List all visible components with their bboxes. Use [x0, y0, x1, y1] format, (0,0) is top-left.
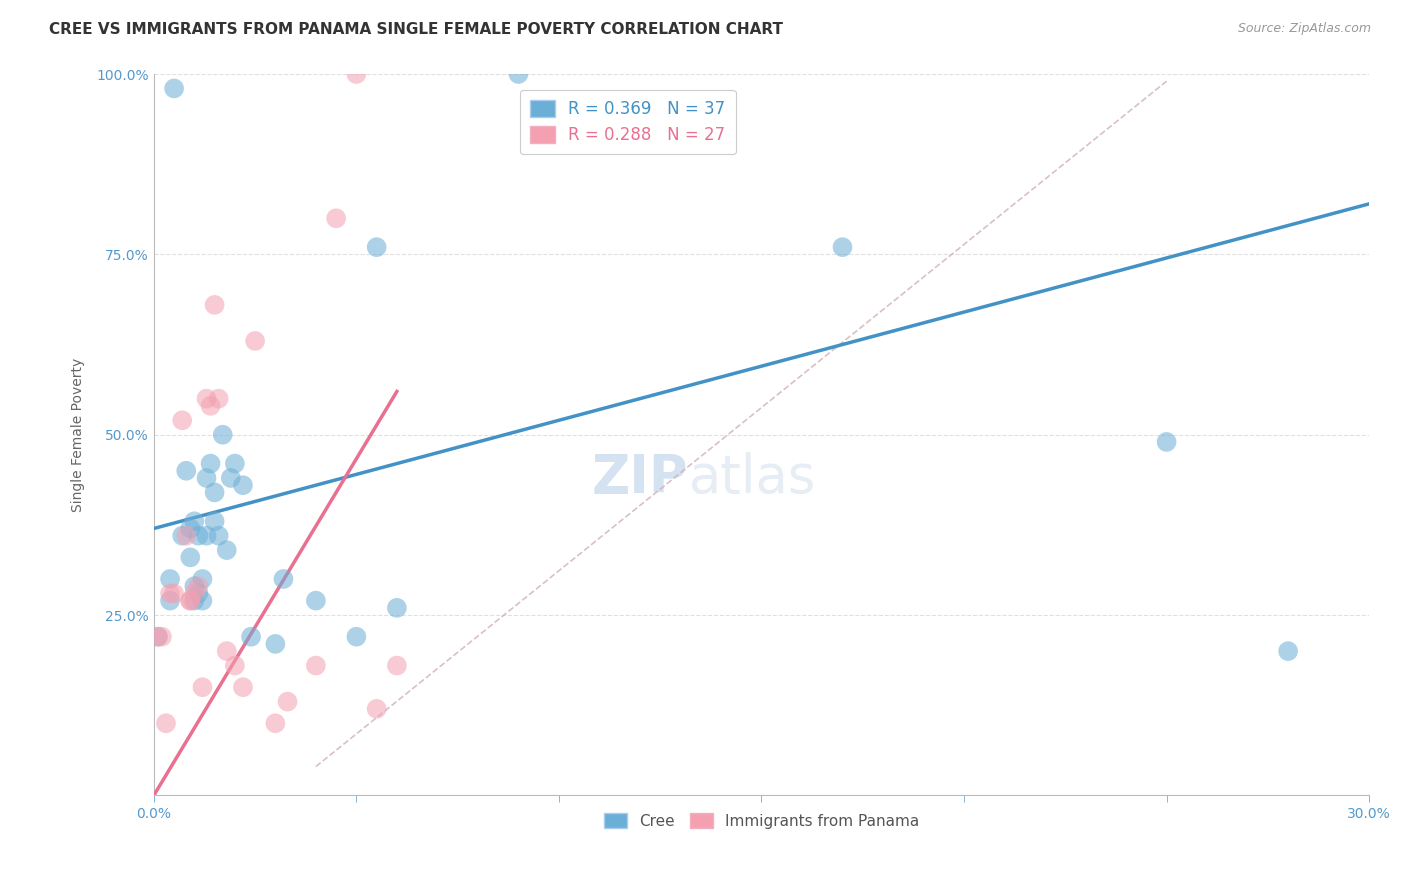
Point — [155, 716, 177, 731]
Point — [174, 529, 197, 543]
Point — [179, 593, 201, 607]
Point — [325, 211, 347, 226]
Point — [183, 586, 205, 600]
Point — [211, 427, 233, 442]
Point — [146, 630, 169, 644]
Legend: Cree, Immigrants from Panama: Cree, Immigrants from Panama — [598, 806, 925, 835]
Point — [366, 240, 388, 254]
Point — [204, 514, 226, 528]
Point — [208, 392, 231, 406]
Point — [224, 457, 246, 471]
Y-axis label: Single Female Poverty: Single Female Poverty — [72, 358, 86, 512]
Point — [159, 593, 181, 607]
Point — [150, 630, 173, 644]
Point — [179, 521, 201, 535]
Point — [191, 572, 214, 586]
Point — [200, 399, 222, 413]
Point — [172, 413, 194, 427]
Point — [204, 298, 226, 312]
Point — [187, 579, 209, 593]
Point — [273, 572, 295, 586]
Point — [187, 586, 209, 600]
Point — [215, 543, 238, 558]
Point — [264, 637, 287, 651]
Point — [174, 464, 197, 478]
Point — [183, 514, 205, 528]
Point — [305, 593, 328, 607]
Point — [243, 334, 266, 348]
Text: CREE VS IMMIGRANTS FROM PANAMA SINGLE FEMALE POVERTY CORRELATION CHART: CREE VS IMMIGRANTS FROM PANAMA SINGLE FE… — [49, 22, 783, 37]
Point — [224, 658, 246, 673]
Point — [366, 702, 388, 716]
Text: ZIP: ZIP — [592, 452, 689, 504]
Point — [187, 529, 209, 543]
Text: Source: ZipAtlas.com: Source: ZipAtlas.com — [1237, 22, 1371, 36]
Point — [1156, 434, 1178, 449]
Point — [172, 529, 194, 543]
Point — [219, 471, 242, 485]
Point — [344, 630, 367, 644]
Point — [191, 680, 214, 694]
Point — [1277, 644, 1299, 658]
Point — [179, 550, 201, 565]
Point — [305, 658, 328, 673]
Point — [195, 392, 218, 406]
Point — [264, 716, 287, 731]
Point — [215, 644, 238, 658]
Point — [163, 586, 186, 600]
Text: atlas: atlas — [689, 452, 815, 504]
Point — [204, 485, 226, 500]
Point — [508, 67, 530, 81]
Point — [183, 593, 205, 607]
Point — [183, 579, 205, 593]
Point — [232, 680, 254, 694]
Point — [163, 81, 186, 95]
Point — [179, 593, 201, 607]
Point — [200, 457, 222, 471]
Point — [159, 572, 181, 586]
Point — [159, 586, 181, 600]
Point — [195, 471, 218, 485]
Point — [385, 658, 408, 673]
Point — [385, 600, 408, 615]
Point — [191, 593, 214, 607]
Point — [276, 695, 298, 709]
Point — [831, 240, 853, 254]
Point — [195, 529, 218, 543]
Point — [146, 630, 169, 644]
Point — [208, 529, 231, 543]
Point — [344, 67, 367, 81]
Point — [240, 630, 263, 644]
Point — [232, 478, 254, 492]
